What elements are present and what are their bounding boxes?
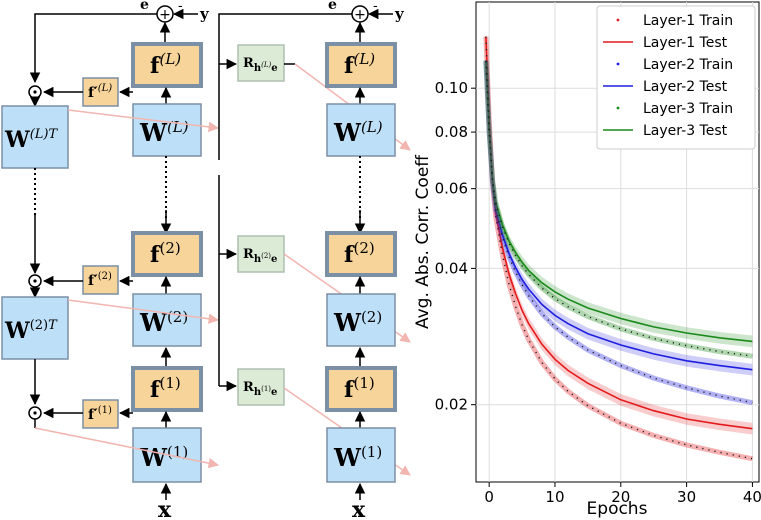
right-W2-label: W(2) bbox=[333, 308, 382, 337]
series-band bbox=[483, 60, 753, 359]
right-fL-box bbox=[325, 42, 397, 88]
series-line bbox=[485, 36, 753, 460]
y-tick-label: 0.02 bbox=[435, 396, 468, 414]
y-tick-label: 0.10 bbox=[435, 79, 468, 97]
left-hadamard-1-dot bbox=[33, 411, 37, 415]
left-f1-label: f(1) bbox=[150, 374, 181, 403]
right-network: + - e y Rh(L)e Rh(2)e Rh(1)e f(L) W(L) f… bbox=[218, 0, 411, 520]
right-e-label: e bbox=[328, 0, 337, 13]
series-line bbox=[485, 60, 753, 343]
legend-items: Layer-1 Train Layer-1 Test Layer-2 Train La… bbox=[603, 13, 733, 139]
right-W2-box bbox=[326, 293, 396, 347]
right-sum-plus: + bbox=[354, 7, 366, 23]
left-pink-arrow-L bbox=[67, 109, 220, 133]
chart-xlabel: Epochs bbox=[587, 499, 648, 519]
x-tick-label: 40 bbox=[743, 488, 761, 506]
left-minus-label: - bbox=[178, 0, 183, 14]
left-error-line bbox=[29, 13, 157, 84]
right-minus-label: - bbox=[373, 0, 378, 14]
left-hadamard-L-dot bbox=[33, 90, 37, 94]
right-error-bus bbox=[218, 13, 352, 160]
left-dL-box bbox=[82, 77, 119, 107]
legend-swatch bbox=[616, 18, 620, 22]
left-network: + - e y f(L) W(L) f′(L) W(L)T f(2) bbox=[1, 0, 220, 520]
left-W2T-label: W(2)T bbox=[4, 318, 58, 344]
legend-label: Layer-3 Train bbox=[643, 101, 733, 117]
legend-label: Layer-2 Train bbox=[643, 57, 733, 73]
left-pink-arrow-1 bbox=[34, 427, 220, 469]
left-WLT-box bbox=[1, 105, 69, 169]
right-f1-box bbox=[325, 366, 397, 412]
legend-swatch bbox=[616, 106, 620, 110]
left-d1-label: f′(1) bbox=[88, 405, 112, 423]
y-tick-label: 0.06 bbox=[435, 180, 468, 198]
legend-label: Layer-1 Train bbox=[643, 13, 733, 29]
y-tick-label: 0.04 bbox=[435, 259, 468, 277]
left-d2-label: f′(2) bbox=[88, 271, 112, 289]
left-dL-label: f′(L) bbox=[88, 83, 112, 101]
left-WLT-label: W(L)T bbox=[4, 127, 59, 153]
y-tick-label: 0.08 bbox=[435, 123, 468, 141]
left-W2T-box bbox=[1, 296, 69, 360]
legend-box bbox=[596, 5, 756, 150]
left-fL-label: f(L) bbox=[150, 50, 181, 79]
legend-label: Layer-2 Test bbox=[643, 79, 728, 95]
right-R2-label: Rh(2)e bbox=[243, 247, 277, 265]
right-y-label: y bbox=[394, 5, 405, 23]
left-sum-plus: + bbox=[159, 7, 171, 23]
left-pink-arrow-2 bbox=[67, 299, 220, 324]
left-e-label: e bbox=[140, 0, 149, 13]
x-tick-label: 0 bbox=[484, 488, 494, 506]
series-band bbox=[483, 60, 753, 406]
legend-label: Layer-3 Test bbox=[643, 123, 728, 139]
left-y-label: y bbox=[199, 5, 210, 23]
x-tick-label: 30 bbox=[677, 488, 696, 506]
left-d1-box bbox=[82, 399, 119, 429]
right-R2-box bbox=[237, 235, 285, 273]
right-RL-label: Rh(L)e bbox=[243, 56, 278, 74]
right-x-label: x bbox=[352, 497, 366, 520]
left-f2-label: f(2) bbox=[150, 239, 181, 268]
left-W2-box bbox=[132, 293, 202, 347]
right-W1-box bbox=[326, 427, 396, 483]
left-hadamard-2-dot bbox=[33, 279, 37, 283]
right-R1-label: Rh(1)e bbox=[243, 380, 277, 398]
chart: 0 10 20 30 40 0.02 0.04 0.06 0.08 0.10 Epochs Avg… bbox=[413, 1, 761, 519]
x-tick-label: 20 bbox=[611, 488, 630, 506]
x-tick-label: 10 bbox=[545, 488, 564, 506]
left-d2-box bbox=[82, 265, 119, 295]
chart-ticks: 0 10 20 30 40 0.02 0.04 0.06 0.08 0.10 bbox=[435, 79, 761, 506]
left-x-label: x bbox=[158, 497, 172, 520]
right-R1-box bbox=[237, 368, 285, 406]
left-fL-box bbox=[131, 42, 203, 88]
left-f1-box bbox=[131, 366, 203, 412]
legend-label: Layer-1 Test bbox=[643, 35, 728, 51]
left-f2-box bbox=[131, 231, 203, 277]
right-RL-box bbox=[237, 44, 285, 82]
chart-legend: Layer-1 Train Layer-1 Test Layer-2 Train La… bbox=[596, 5, 756, 150]
right-f2-box bbox=[325, 231, 397, 277]
chart-ylabel: Avg. Abs. Corr. Coeff bbox=[413, 154, 433, 329]
legend-swatch bbox=[616, 62, 620, 66]
chart-series bbox=[483, 30, 753, 462]
